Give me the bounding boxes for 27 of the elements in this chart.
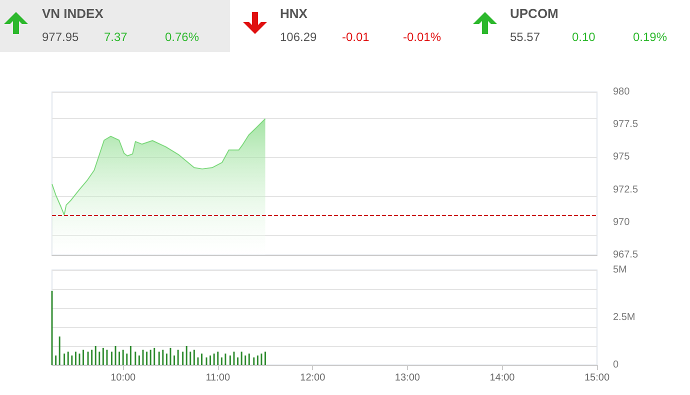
text: 977.95 [42, 30, 79, 44]
text: 0.76% [165, 30, 200, 44]
x-tick-label: 13:00 [394, 372, 420, 384]
y-tick-label: 967.5 [613, 250, 638, 260]
text: VN INDEX [42, 6, 104, 21]
text: -0.01% [403, 30, 442, 44]
x-tick-label: 14:00 [490, 372, 516, 384]
x-tick-label: 12:00 [300, 372, 326, 384]
y-tick-label: 970 [613, 216, 630, 228]
x-tick-label: 11:00 [206, 372, 230, 384]
y-tick-label: 975 [613, 152, 630, 163]
text: 106.29 [280, 30, 317, 44]
y-tick-label: 0 [613, 360, 619, 370]
text: HNX [280, 6, 308, 21]
y-tick-label: 980 [613, 86, 630, 98]
x-tick-label: 15:00 [584, 372, 610, 384]
y-tick-label: 977.5 [613, 119, 638, 130]
text: UPCOM [510, 6, 558, 21]
text: 0.19% [633, 30, 668, 44]
y-tick-label: 972.5 [613, 184, 638, 196]
text: -0.01 [342, 30, 370, 44]
x-tick-label: 10:00 [110, 372, 136, 384]
text: 7.37 [104, 30, 128, 44]
text: 0.10 [572, 30, 596, 44]
y-tick-label: 2.5M [613, 312, 636, 323]
y-tick-label: 5M [613, 264, 627, 276]
text: 55.57 [510, 30, 540, 44]
